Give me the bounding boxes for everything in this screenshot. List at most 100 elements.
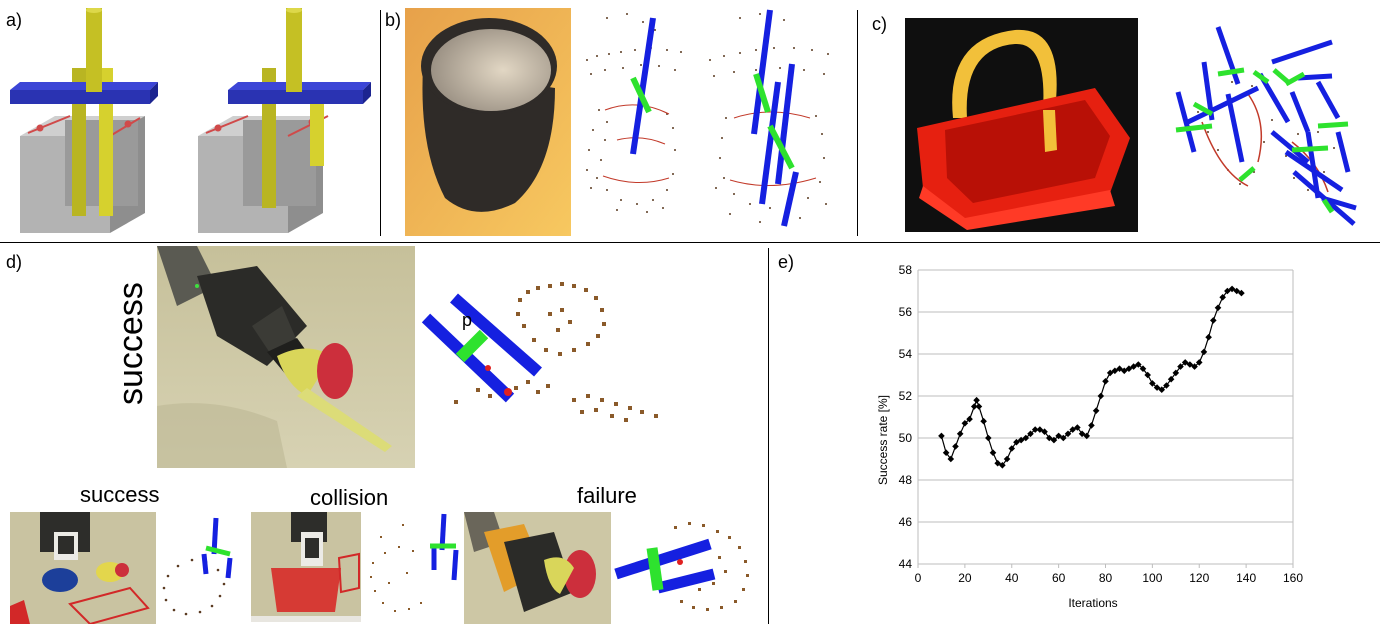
data-point	[1050, 436, 1058, 444]
data-point	[1224, 287, 1231, 295]
panel-label-c: c)	[872, 14, 887, 34]
small-caption-success: success	[80, 482, 160, 507]
divider-bc	[857, 10, 858, 236]
data-point	[1210, 317, 1217, 324]
chart-x-label: Iterations	[1068, 596, 1117, 610]
x-tick-label: 120	[1189, 571, 1209, 585]
small-caption-collision: collision	[310, 485, 389, 510]
data-point	[1106, 369, 1114, 377]
data-point	[1078, 430, 1086, 438]
data-point	[1041, 428, 1048, 435]
robot-grasp-photo	[157, 246, 415, 468]
success-point-cloud-small	[162, 517, 233, 616]
chart-series	[938, 285, 1245, 469]
y-tick-label: 58	[899, 263, 913, 277]
panel-label-d: d)	[6, 252, 23, 272]
failure-photo-small	[464, 512, 611, 624]
divider-top-bottom	[0, 242, 1380, 243]
data-point	[1144, 371, 1151, 379]
x-tick-label: 20	[958, 571, 972, 585]
data-point	[1186, 361, 1194, 368]
basket-photo	[905, 18, 1138, 232]
data-point	[1083, 432, 1091, 440]
data-point	[952, 443, 959, 450]
data-point	[1158, 386, 1166, 393]
chart-axes	[917, 270, 1294, 565]
data-point	[1074, 424, 1081, 431]
data-point	[1200, 348, 1208, 356]
data-point	[1139, 365, 1147, 372]
cup-photo	[405, 8, 571, 236]
data-point	[1064, 430, 1072, 438]
data-point	[1214, 304, 1222, 312]
data-point	[1228, 285, 1236, 293]
data-point	[1177, 363, 1184, 370]
data-point	[1167, 375, 1175, 383]
data-point	[1036, 426, 1044, 433]
success-photo-small	[10, 512, 156, 624]
divider-de	[768, 248, 769, 624]
data-point	[1125, 365, 1133, 372]
y-tick-label: 44	[899, 557, 913, 571]
y-tick-label: 54	[899, 347, 913, 361]
main-success-caption: success	[112, 282, 152, 405]
data-point	[1027, 430, 1034, 438]
main-success-caption-text: success	[112, 282, 150, 405]
x-tick-label: 60	[1052, 571, 1066, 585]
panel-label-a: a)	[6, 10, 23, 30]
y-tick-label: 56	[899, 305, 913, 319]
data-point	[1111, 367, 1119, 375]
data-point	[1017, 436, 1025, 444]
collision-photo-small	[251, 512, 361, 622]
data-point	[1191, 363, 1198, 370]
data-point	[1149, 380, 1156, 387]
data-point	[1205, 333, 1212, 341]
cup-point-cloud-1	[586, 13, 682, 213]
data-point	[1097, 392, 1105, 400]
gripper-render-2	[198, 8, 371, 233]
data-point	[1102, 378, 1109, 385]
data-point	[1120, 367, 1128, 375]
collision-point-cloud-small	[370, 513, 459, 612]
data-point	[1153, 384, 1161, 391]
data-point	[1219, 294, 1226, 301]
data-point	[1031, 426, 1039, 433]
data-point	[956, 430, 964, 438]
x-tick-label: 0	[915, 571, 922, 585]
data-point	[980, 417, 987, 425]
data-point	[975, 403, 983, 410]
failure-point-cloud-small	[614, 522, 749, 611]
panel-label-b: b)	[385, 10, 402, 30]
chart-y-label: Success rate [%]	[876, 395, 890, 485]
data-point	[1181, 359, 1189, 366]
grasp-point-cloud: p	[421, 282, 658, 422]
cup-point-cloud-2	[709, 9, 829, 227]
panel-label-e: e)	[778, 252, 795, 272]
y-tick-label: 46	[899, 515, 913, 529]
data-point	[973, 396, 980, 404]
data-point	[989, 449, 997, 456]
data-point	[1055, 432, 1062, 440]
success-rate-chart: 44 46 48 50 52 54 56 58 0 20 40 60 80 100 120 140 160 I…	[876, 263, 1303, 610]
divider-ab	[380, 10, 381, 236]
chart-y-ticks: 44 46 48 50 52 54 56 58	[899, 263, 913, 571]
grasp-point-label: p	[462, 310, 472, 330]
x-tick-label: 140	[1236, 571, 1256, 585]
x-tick-label: 40	[1005, 571, 1019, 585]
data-point	[1135, 361, 1142, 368]
y-tick-label: 50	[899, 431, 913, 445]
x-tick-label: 160	[1283, 571, 1303, 585]
chart-x-ticks: 0 20 40 60 80 100 120 140 160	[915, 564, 1303, 585]
data-point	[1060, 434, 1067, 442]
gripper-render-1	[10, 8, 158, 233]
basket-point-cloud	[1175, 26, 1357, 226]
chart-grid	[918, 269, 1293, 565]
data-point	[1116, 365, 1123, 372]
small-caption-failure: failure	[577, 483, 637, 508]
data-point	[1045, 434, 1053, 442]
data-point	[1163, 382, 1170, 389]
x-tick-label: 100	[1142, 571, 1162, 585]
y-tick-label: 52	[899, 389, 913, 403]
data-point	[1069, 426, 1076, 433]
data-point	[1130, 363, 1137, 370]
